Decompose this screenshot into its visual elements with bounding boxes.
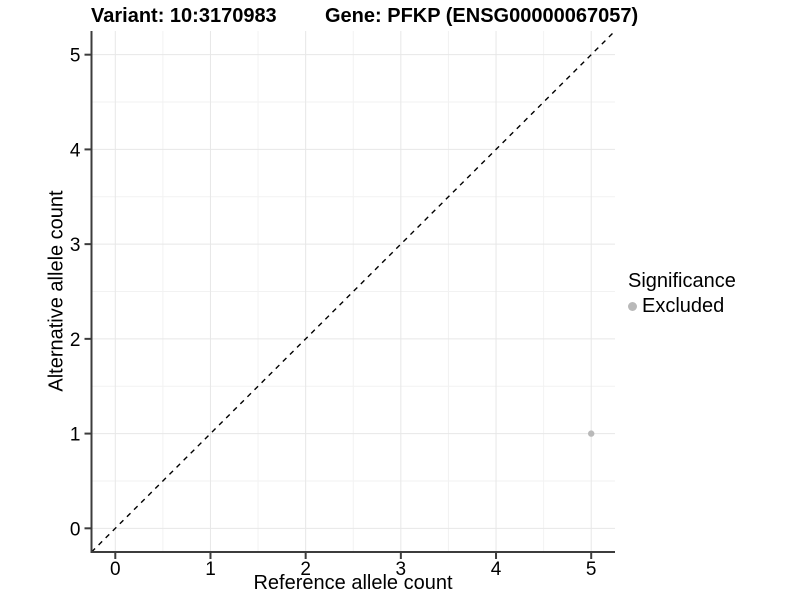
y-tick-label: 1 (70, 425, 81, 446)
x-tick-label: 2 (300, 559, 311, 580)
gene-title: Gene: PFKP (ENSG00000067057) (325, 5, 639, 27)
legend-title: Significance (628, 270, 736, 292)
y-tick-label: 3 (70, 235, 81, 256)
legend: Significance Excluded (628, 271, 736, 317)
identity-line (91, 30, 616, 553)
y-tick-label: 4 (70, 140, 81, 161)
x-axis-title: Reference allele count (253, 572, 453, 594)
y-tick-label: 5 (70, 46, 81, 67)
y-tick-label: 2 (70, 330, 81, 351)
x-tick-label: 4 (491, 559, 502, 580)
data-point (588, 430, 595, 437)
y-tick-label: 0 (70, 519, 81, 540)
x-tick-label: 3 (396, 559, 407, 580)
x-tick-label: 5 (586, 559, 597, 580)
x-tick-label: 0 (110, 559, 121, 580)
legend-item-label: Excluded (642, 295, 725, 317)
y-axis-title: Alternative allele count (45, 190, 68, 392)
x-tick-label: 1 (205, 559, 216, 580)
legend-point-icon (628, 301, 637, 311)
legend-item-excluded: Excluded (628, 295, 736, 317)
variant-title: Variant: 10:3170983 (91, 5, 277, 27)
